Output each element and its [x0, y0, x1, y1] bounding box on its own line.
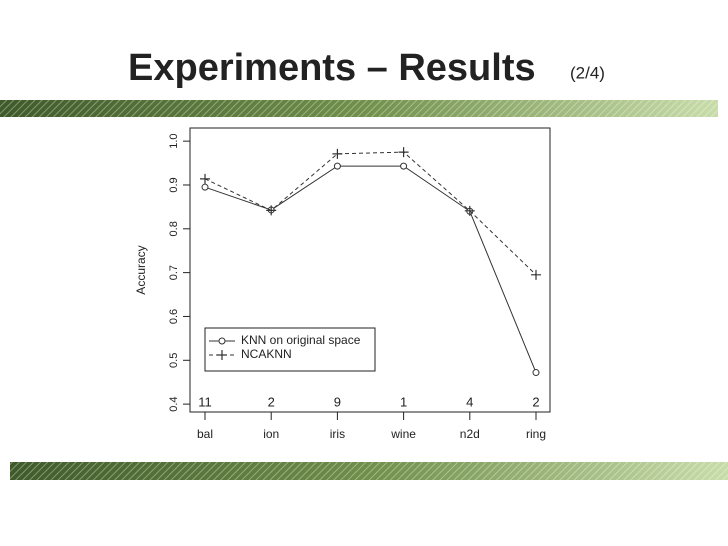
point — [464, 205, 475, 216]
point — [531, 269, 541, 280]
annotation: 4 — [466, 394, 473, 409]
y-tick-label: 0.9 — [168, 177, 180, 192]
x-tick-label: ion — [263, 427, 279, 441]
point — [201, 183, 209, 191]
y-tick-label: 0.8 — [168, 221, 180, 236]
x-tick-label: n2d — [460, 427, 480, 441]
series-line — [204, 151, 537, 276]
annotation: 2 — [532, 394, 539, 409]
slide-title: Experiments – Results — [128, 47, 536, 89]
point — [400, 162, 408, 170]
point — [398, 147, 409, 158]
y-tick-label: 0.6 — [168, 309, 180, 324]
point — [333, 162, 341, 170]
legend-label: KNN on original space — [241, 333, 361, 347]
x-tick-label: bal — [197, 427, 213, 441]
point — [332, 148, 343, 159]
point — [200, 173, 210, 184]
x-tick-label: wine — [390, 427, 416, 441]
plot-frame — [189, 127, 551, 413]
legend-marker — [217, 350, 227, 360]
y-tick-label: 0.7 — [168, 265, 180, 280]
series-line — [204, 165, 537, 373]
slide-page: (2/4) — [570, 63, 605, 82]
x-tick-label: iris — [330, 427, 345, 441]
legend-marker — [218, 337, 226, 345]
legend-box — [204, 327, 376, 372]
point — [266, 205, 277, 216]
y-axis-label: Accuracy — [134, 245, 148, 294]
legend-label: NCAKNN — [241, 347, 292, 361]
annotation: 2 — [268, 394, 275, 409]
top-band — [0, 100, 718, 117]
point — [532, 369, 540, 377]
x-tick-label: ring — [526, 427, 546, 441]
y-tick-label: 0.5 — [168, 353, 180, 368]
annotation: 9 — [334, 394, 341, 409]
annotation: 11 — [198, 394, 212, 409]
y-tick-label: 0.4 — [168, 396, 180, 411]
annotation: 1 — [400, 394, 407, 409]
y-tick-label: 1.0 — [168, 133, 180, 148]
bottom-band — [10, 462, 728, 480]
